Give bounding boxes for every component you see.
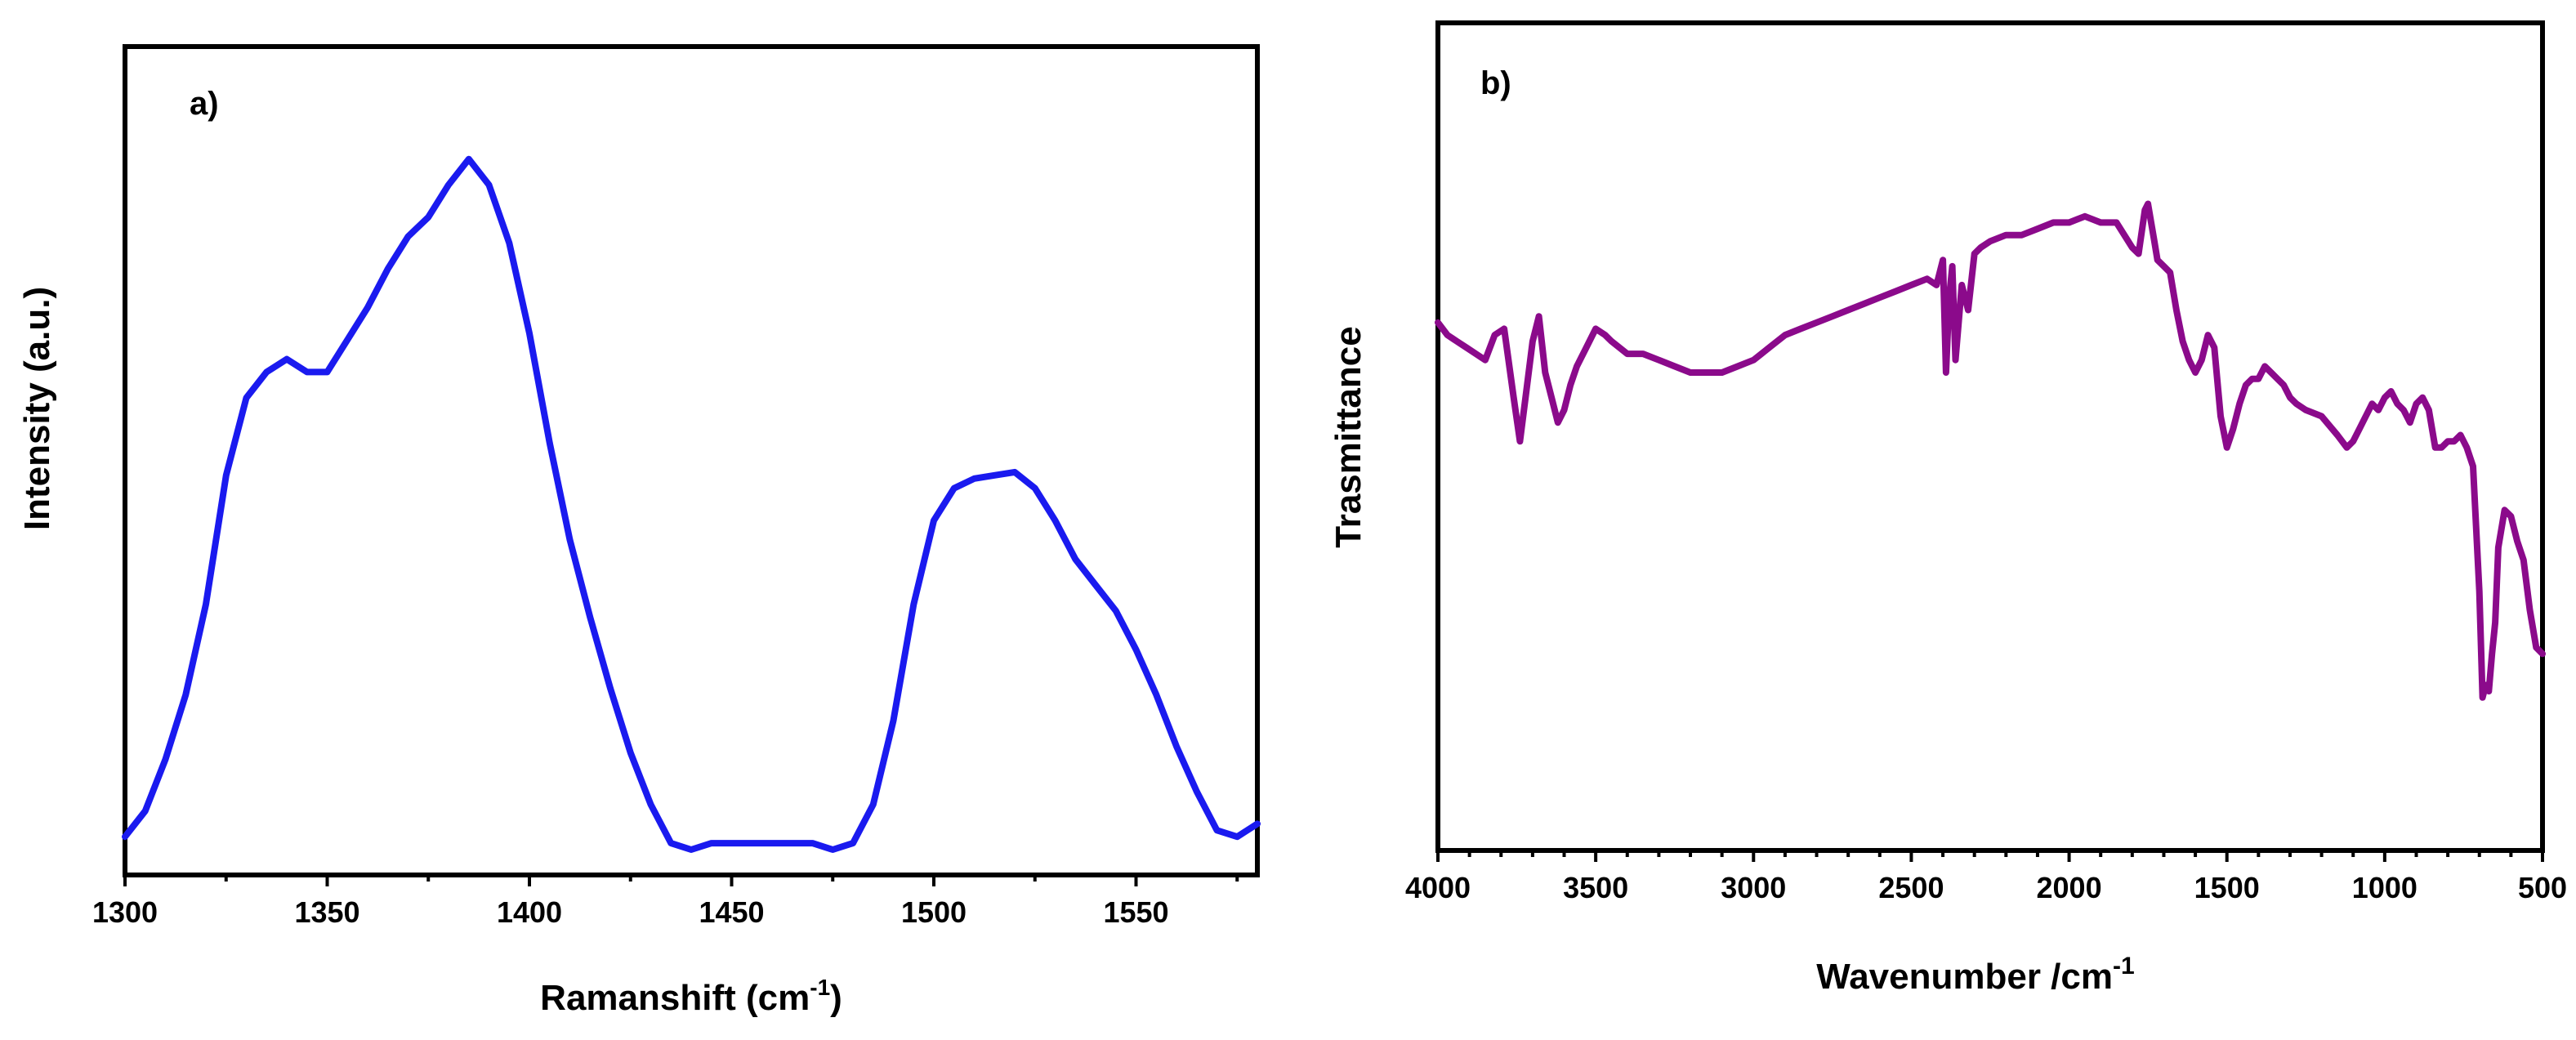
ftir-x-tick-label: 4000 [1405, 871, 1471, 904]
ftir-x-tick-label: 500 [2518, 871, 2567, 904]
ftir-x-axis-label-main: Wavenumber /cm [1816, 957, 2113, 997]
raman-series-line [122, 155, 1261, 853]
raman-x-tick-label: 1300 [92, 895, 158, 929]
raman-panel-label: a) [190, 86, 219, 122]
ftir-panel-label: b) [1480, 65, 1511, 101]
raman-x-tick-label: 1400 [497, 895, 562, 929]
raman-plot-frame [123, 44, 1260, 877]
ftir-x-axis-label-sup: -1 [2113, 953, 2135, 980]
ftir-x-tick-label: 3500 [1563, 871, 1628, 904]
ftir-x-axis-label: Wavenumber /cm-1 [1816, 953, 2134, 997]
raman-y-axis-label: Intensity (a.u.) [17, 287, 57, 530]
raman-x-axis-label-main: Ramanshift (cm [540, 978, 810, 1018]
ftir-y-axis-label: Trasmittance [1328, 326, 1368, 547]
raman-x-axis-label-end: ) [830, 978, 842, 1018]
ftir-plot-frame [1435, 20, 2545, 853]
ftir-x-tick-label: 1500 [2194, 871, 2260, 904]
ftir-x-tick-label: 2000 [2037, 871, 2102, 904]
raman-x-axis-label-sup: -1 [810, 975, 830, 1000]
ftir-x-tick-label: 3000 [1721, 871, 1786, 904]
ftir-x-ticks: 4000 3500 3000 2500 2000 1500 1000 500 [1405, 850, 2567, 904]
ftir-chart: b) 4000 3500 3000 2500 2000 1500 1000 500 Trasm… [1328, 20, 2567, 997]
raman-x-axis-label: Ramanshift (cm-1) [540, 975, 842, 1018]
raman-x-tick-label: 1350 [294, 895, 359, 929]
raman-x-tick-label: 1550 [1103, 895, 1168, 929]
raman-chart: a) 1300 1350 1400 1450 1500 1550 Intensity (a… [17, 44, 1261, 1018]
raman-x-ticks: 1300 1350 1400 1450 1500 1550 [92, 875, 1239, 929]
raman-x-tick-label: 1500 [901, 895, 967, 929]
raman-x-tick-label: 1450 [699, 895, 764, 929]
ftir-x-tick-label: 1000 [2352, 871, 2418, 904]
ftir-series-line [1435, 200, 2546, 701]
ftir-x-tick-label: 2500 [1878, 871, 1944, 904]
